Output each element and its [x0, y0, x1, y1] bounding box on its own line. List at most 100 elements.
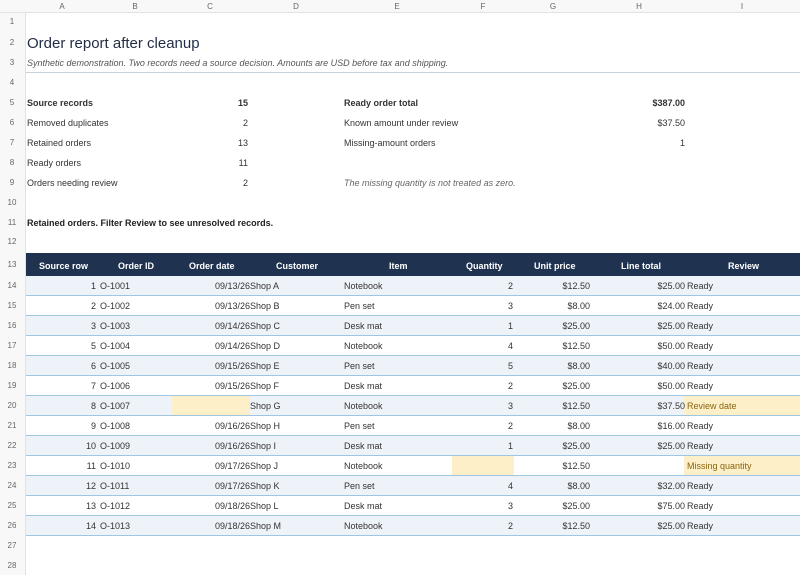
line-total-cell: $40.00 — [657, 361, 685, 371]
quantity-cell: 2 — [507, 521, 513, 531]
row-number[interactable]: 24 — [7, 481, 17, 490]
review-highlight — [684, 396, 800, 415]
source-row-cell: 14 — [85, 521, 96, 531]
order-date-cell: 09/13/26 — [214, 281, 250, 291]
row-header-bar: 1 2 3 4 5 6 7 8 9 10 11 12 13 14 15 16 17 18 19 20 21 22 23 24 2… — [0, 13, 26, 575]
customer-cell: Shop C — [250, 321, 281, 331]
row-number[interactable]: 12 — [7, 237, 17, 246]
row-number[interactable]: 4 — [9, 78, 15, 87]
row-number[interactable]: 22 — [7, 441, 17, 450]
table-row[interactable]: 6 O-1005 09/15/26 Shop E Pen set 5 $8.00 $40.00… — [26, 356, 800, 376]
row-number[interactable]: 10 — [7, 198, 17, 207]
table-row[interactable]: 12 O-1011 09/17/26 Shop K Pen set 4 $8.00 $32.0… — [26, 476, 800, 496]
column-header-h[interactable]: H — [636, 2, 642, 11]
unit-price-cell: $12.50 — [562, 521, 590, 531]
review-cell: Ready — [687, 341, 714, 351]
row-number[interactable]: 18 — [7, 361, 17, 370]
review-cell: Ready — [687, 281, 714, 291]
column-header-f[interactable]: F — [480, 2, 486, 11]
row-number[interactable]: 21 — [7, 421, 17, 430]
line-total-cell: $25.00 — [657, 281, 685, 291]
row-number[interactable]: 23 — [7, 461, 17, 470]
table-row[interactable]: 2 O-1002 09/13/26 Shop B Pen set 3 $8.00 $24.00… — [26, 296, 800, 316]
customer-cell: Shop G — [250, 401, 281, 411]
row-number[interactable]: 5 — [9, 98, 15, 107]
source-row-cell: 1 — [90, 281, 96, 291]
row-number[interactable]: 25 — [7, 501, 17, 510]
unit-price-cell: $25.00 — [562, 381, 590, 391]
row-number[interactable]: 14 — [7, 281, 17, 290]
quantity-cell: 3 — [507, 301, 513, 311]
column-header-line-total[interactable]: Line total — [621, 261, 661, 271]
quantity-cell: 2 — [507, 281, 513, 291]
item-cell: Pen set — [344, 301, 375, 311]
summary-label: Source records — [27, 98, 94, 108]
column-header-source-row[interactable]: Source row — [39, 261, 89, 271]
row-number[interactable]: 11 — [7, 218, 17, 227]
summary-value: 11 — [238, 158, 248, 168]
summary-label: Missing-amount orders — [344, 138, 436, 148]
line-total-cell: $50.00 — [657, 381, 685, 391]
column-header-review[interactable]: Review — [728, 261, 760, 271]
row-number[interactable]: 7 — [9, 138, 15, 147]
source-row-cell: 5 — [90, 341, 96, 351]
table-row[interactable]: 5 O-1004 09/14/26 Shop D Notebook 4 $12.50 $50.… — [26, 336, 800, 356]
row-number[interactable]: 6 — [9, 118, 15, 127]
column-header-g[interactable]: G — [549, 2, 557, 11]
row-number[interactable]: 28 — [7, 561, 17, 570]
item-cell: Pen set — [344, 421, 375, 431]
column-header-a[interactable]: A — [59, 2, 65, 11]
unit-price-cell: $8.00 — [567, 481, 590, 491]
unit-price-cell: $12.50 — [562, 401, 590, 411]
review-cell: Ready — [687, 361, 714, 371]
item-cell: Notebook — [344, 281, 383, 291]
table-row[interactable]: 7 O-1006 09/15/26 Shop F Desk mat 2 $25.00 $50.… — [26, 376, 800, 396]
row-number[interactable]: 26 — [7, 521, 17, 530]
summary-value: $37.50 — [657, 118, 685, 128]
column-header-b[interactable]: B — [132, 2, 138, 11]
row-number[interactable]: 1 — [9, 17, 15, 26]
column-header-bar: A B C D E F G H I — [0, 0, 800, 13]
row-number[interactable]: 9 — [9, 178, 15, 187]
item-cell: Notebook — [344, 341, 383, 351]
order-date-cell: 09/17/26 — [214, 481, 250, 491]
column-header-order-date[interactable]: Order date — [189, 261, 235, 271]
column-header-order-id[interactable]: Order ID — [118, 261, 155, 271]
row-number[interactable]: 2 — [9, 38, 15, 47]
column-header-quantity[interactable]: Quantity — [466, 261, 503, 271]
table-row[interactable]: 8 O-1007 Shop G Notebook 3 $12.50 $37.50 Review… — [26, 396, 800, 416]
item-cell: Notebook — [344, 521, 383, 531]
order-id-cell: O-1003 — [100, 321, 131, 331]
quantity-cell: 3 — [507, 401, 513, 411]
row-number[interactable]: 3 — [9, 58, 15, 67]
row-number[interactable]: 20 — [7, 401, 17, 410]
row-number[interactable]: 15 — [7, 301, 17, 310]
table-row[interactable]: 11 O-1010 09/17/26 Shop J Notebook $12.50 Miss… — [26, 456, 800, 476]
column-header-e[interactable]: E — [394, 2, 400, 11]
table-row[interactable]: 13 O-1012 09/18/26 Shop L Desk mat 3 $25.00 $75… — [26, 496, 800, 516]
row-number[interactable]: 16 — [7, 321, 17, 330]
column-header-customer[interactable]: Customer — [276, 261, 319, 271]
row-number[interactable]: 27 — [7, 541, 17, 550]
unit-price-cell: $25.00 — [562, 501, 590, 511]
column-header-d[interactable]: D — [293, 2, 299, 11]
order-date-cell: 09/14/26 — [214, 341, 250, 351]
quantity-cell: 2 — [507, 421, 513, 431]
column-header-c[interactable]: C — [207, 2, 213, 11]
row-number[interactable]: 19 — [7, 381, 17, 390]
row-number[interactable]: 17 — [7, 341, 17, 350]
missing-quantity-note: The missing quantity is not treated as z… — [344, 178, 516, 188]
table-row[interactable]: 3 O-1003 09/14/26 Shop C Desk mat 1 $25.00 $25.… — [26, 316, 800, 336]
quantity-cell: 2 — [507, 381, 513, 391]
table-row[interactable]: 14 O-1013 09/18/26 Shop M Notebook 2 $12.50 $25… — [26, 516, 800, 536]
row-number[interactable]: 13 — [7, 260, 17, 269]
table-row[interactable]: 1 O-1001 09/13/26 Shop A Notebook 2 $12.50 $25.… — [26, 276, 800, 296]
row-number[interactable]: 8 — [9, 158, 15, 167]
column-header-unit-price[interactable]: Unit price — [534, 261, 576, 271]
column-header-i[interactable]: I — [740, 2, 744, 11]
customer-cell: Shop H — [250, 421, 281, 431]
review-cell: Ready — [687, 421, 714, 431]
table-row[interactable]: 10 O-1009 09/16/26 Shop I Desk mat 1 $25.00 $25… — [26, 436, 800, 456]
table-row[interactable]: 9 O-1008 09/16/26 Shop H Pen set 2 $8.00 $16.00… — [26, 416, 800, 436]
column-header-item[interactable]: Item — [389, 261, 408, 271]
